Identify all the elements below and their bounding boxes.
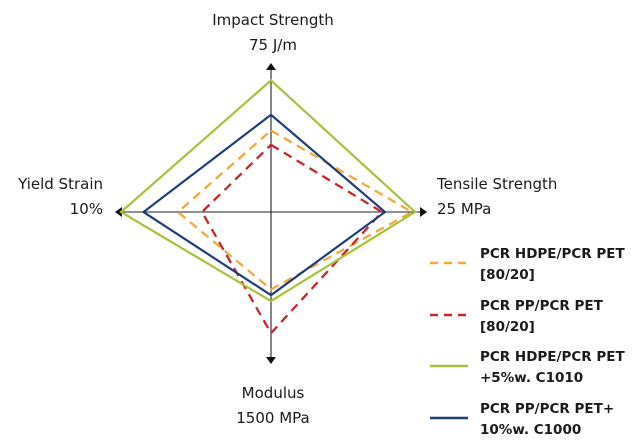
legend-entry-4: PCR PP/PCR PET+ 10%w. C1000 bbox=[430, 401, 614, 438]
axis-name-yield-strain: Yield Strain bbox=[17, 175, 103, 193]
series-line-3 bbox=[119, 78, 417, 303]
legend-label-4-line1: PCR PP/PCR PET+ bbox=[480, 401, 614, 417]
axis-name-impact-strength: Impact Strength bbox=[212, 11, 334, 29]
legend-entry-1: PCR HDPE/PCR PET [80/20] bbox=[430, 246, 625, 283]
axis-arrow-top bbox=[266, 63, 276, 70]
legend-label-4-line2: 10%w. C1000 bbox=[480, 422, 581, 438]
axis-max-modulus: 1500 MPa bbox=[236, 409, 309, 427]
axis-max-yield-strain: 10% bbox=[70, 200, 103, 218]
axis-label-bottom: Modulus 1500 MPa bbox=[236, 384, 309, 427]
legend-label-3-line2: +5%w. C1010 bbox=[480, 370, 583, 386]
series-line-4 bbox=[141, 113, 387, 297]
axis-name-tensile-strength: Tensile Strength bbox=[436, 175, 557, 193]
radar-axes bbox=[115, 63, 427, 364]
radar-series-group bbox=[119, 78, 417, 336]
legend-entry-2: PCR PP/PCR PET [80/20] bbox=[430, 298, 604, 335]
axis-arrow-bottom bbox=[266, 357, 276, 364]
legend-label-1-line2: [80/20] bbox=[480, 267, 535, 283]
axis-label-left: Yield Strain 10% bbox=[17, 175, 103, 218]
legend-label-2-line2: [80/20] bbox=[480, 319, 535, 335]
legend: PCR HDPE/PCR PET [80/20] PCR PP/PCR PET … bbox=[430, 246, 625, 438]
legend-label-2-line1: PCR PP/PCR PET bbox=[480, 298, 604, 314]
axis-arrow-right bbox=[420, 207, 427, 217]
series-line-2 bbox=[200, 143, 384, 336]
legend-entry-3: PCR HDPE/PCR PET +5%w. C1010 bbox=[430, 349, 625, 386]
series-line-1 bbox=[176, 129, 415, 291]
legend-label-3-line1: PCR HDPE/PCR PET bbox=[480, 349, 625, 365]
legend-label-1-line1: PCR HDPE/PCR PET bbox=[480, 246, 625, 262]
axis-max-impact-strength: 75 J/m bbox=[249, 36, 297, 54]
axis-arrow-left bbox=[115, 207, 122, 217]
axis-max-tensile-strength: 25 MPa bbox=[437, 200, 491, 218]
axis-label-right: Tensile Strength 25 MPa bbox=[436, 175, 557, 218]
axis-name-modulus: Modulus bbox=[242, 384, 305, 402]
axis-label-top: Impact Strength 75 J/m bbox=[212, 11, 334, 54]
